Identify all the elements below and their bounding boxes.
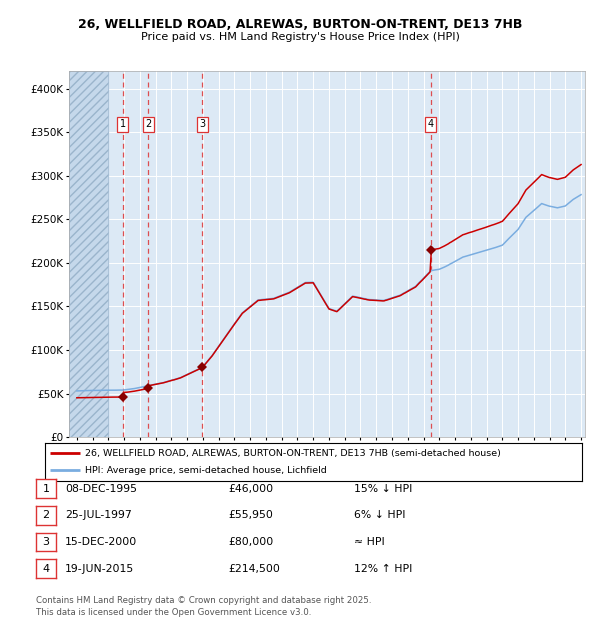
Text: Price paid vs. HM Land Registry's House Price Index (HPI): Price paid vs. HM Land Registry's House … xyxy=(140,32,460,42)
Text: £80,000: £80,000 xyxy=(228,537,273,547)
Text: 08-DEC-1995: 08-DEC-1995 xyxy=(65,484,137,494)
Text: ≈ HPI: ≈ HPI xyxy=(354,537,385,547)
Text: 2: 2 xyxy=(145,119,152,130)
Text: 4: 4 xyxy=(43,564,49,574)
Text: £214,500: £214,500 xyxy=(228,564,280,574)
Text: 2: 2 xyxy=(43,510,49,520)
Text: 3: 3 xyxy=(43,537,49,547)
Text: 26, WELLFIELD ROAD, ALREWAS, BURTON-ON-TRENT, DE13 7HB (semi-detached house): 26, WELLFIELD ROAD, ALREWAS, BURTON-ON-T… xyxy=(85,449,501,458)
Text: 15-DEC-2000: 15-DEC-2000 xyxy=(65,537,137,547)
Text: 1: 1 xyxy=(43,484,49,494)
Text: 25-JUL-1997: 25-JUL-1997 xyxy=(65,510,131,520)
Text: 3: 3 xyxy=(199,119,205,130)
Bar xyxy=(69,71,109,437)
Text: 4: 4 xyxy=(428,119,434,130)
Bar xyxy=(69,71,109,437)
Text: £55,950: £55,950 xyxy=(228,510,273,520)
Text: 26, WELLFIELD ROAD, ALREWAS, BURTON-ON-TRENT, DE13 7HB: 26, WELLFIELD ROAD, ALREWAS, BURTON-ON-T… xyxy=(78,19,522,31)
Text: HPI: Average price, semi-detached house, Lichfield: HPI: Average price, semi-detached house,… xyxy=(85,466,327,475)
Text: 1: 1 xyxy=(120,119,126,130)
Text: 15% ↓ HPI: 15% ↓ HPI xyxy=(354,484,412,494)
Text: Contains HM Land Registry data © Crown copyright and database right 2025.
This d: Contains HM Land Registry data © Crown c… xyxy=(36,596,371,617)
Text: 19-JUN-2015: 19-JUN-2015 xyxy=(65,564,134,574)
Text: 12% ↑ HPI: 12% ↑ HPI xyxy=(354,564,412,574)
Text: 6% ↓ HPI: 6% ↓ HPI xyxy=(354,510,406,520)
Text: £46,000: £46,000 xyxy=(228,484,273,494)
